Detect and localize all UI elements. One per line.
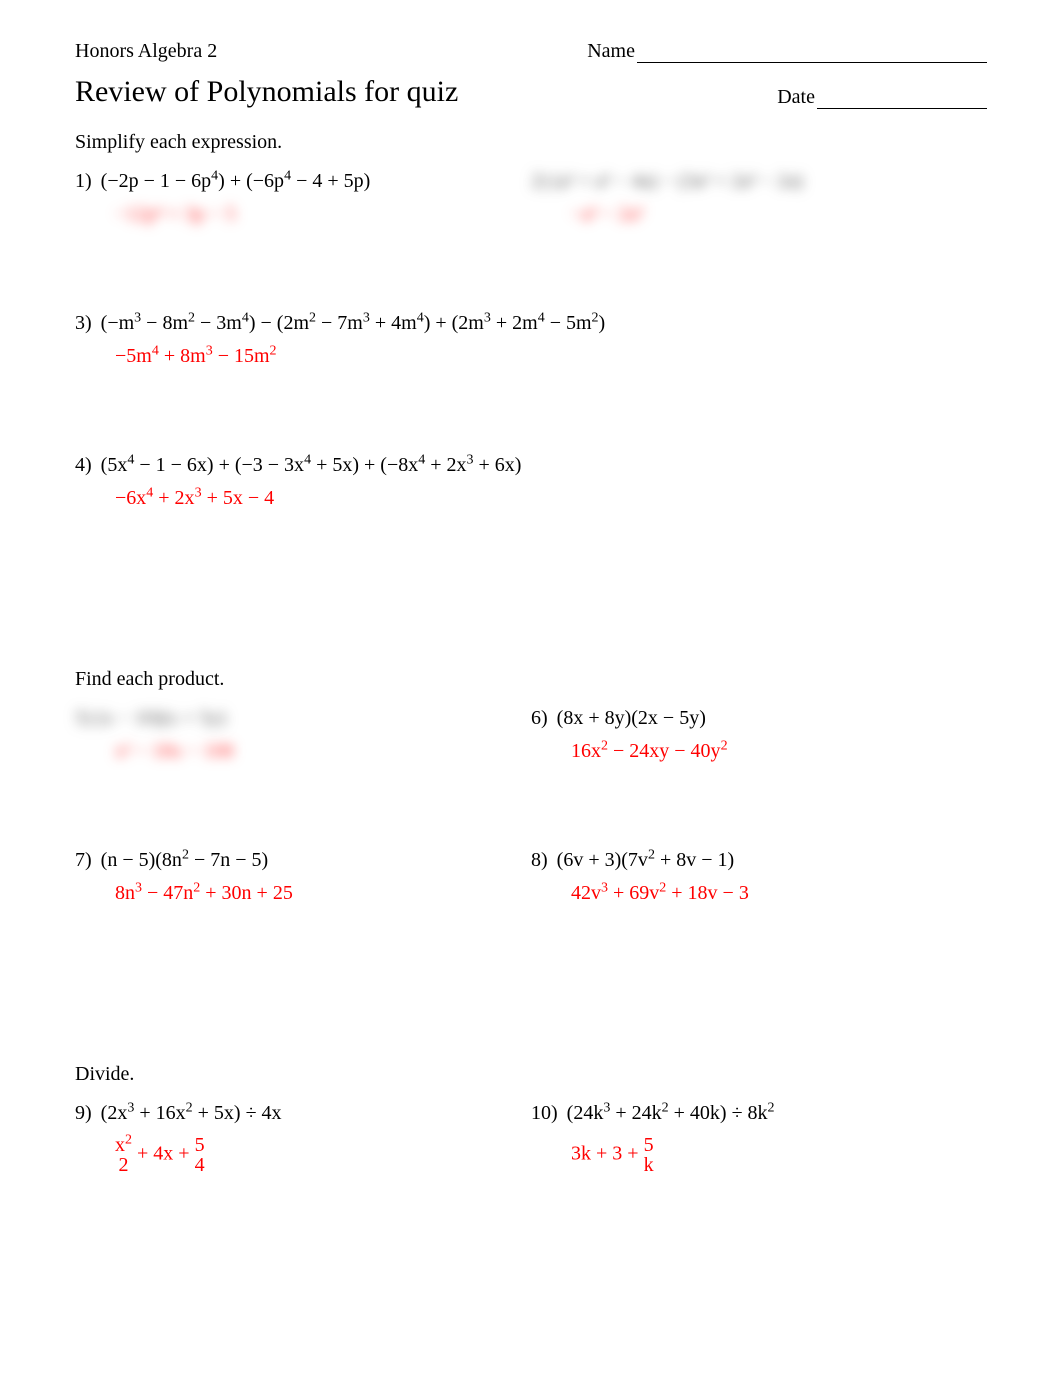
problem-expression: (−2p − 1 − 6p4) + (−6p4 − 4 + 5p): [101, 170, 371, 192]
header-row: Honors Algebra 2 Name: [75, 40, 987, 63]
problem-3: 3) (−m3 − 8m2 − 3m4) − (2m2 − 7m3 + 4m4)…: [75, 312, 987, 368]
problem-expression: (−m3 − 8m2 − 3m4) − (2m2 − 7m3 + 4m4) + …: [101, 312, 606, 334]
problem-answer: −6x4 + 2x3 + 5x − 4: [115, 487, 987, 510]
frac-denominator: 4: [195, 1155, 205, 1175]
problem-answer: x2 2 + 4x + 5 4: [115, 1135, 531, 1175]
problem-row-5-6: 5) (x − 10)(x + 5y) x² − 18x − 108 6) (8…: [75, 707, 987, 763]
problem-expression: (n − 5)(8n2 − 7n − 5): [101, 849, 268, 871]
date-field: Date: [777, 86, 987, 109]
frac-numerator: x2: [115, 1135, 132, 1155]
problem-number: 3): [75, 312, 92, 335]
problem-expression: (2x3 + 16x2 + 5x) ÷ 4x: [101, 1102, 282, 1124]
problem-number: 1): [75, 170, 92, 193]
problem-number: 9): [75, 1102, 92, 1125]
fraction: 5 k: [644, 1135, 654, 1175]
problem-5: 5) (x − 10)(x + 5y) x² − 18x − 108: [75, 707, 531, 763]
problem-answer: −a³ − 2a²: [571, 203, 987, 226]
problem-number: 8): [531, 849, 548, 872]
answer-mid: + 4x +: [137, 1143, 195, 1165]
frac-denominator: k: [644, 1155, 654, 1175]
problem-expression: (8x + 8y)(2x − 5y): [557, 707, 706, 729]
problem-10: 10) (24k3 + 24k2 + 40k) ÷ 8k2 3k + 3 + 5…: [531, 1102, 987, 1175]
name-underline: [637, 62, 987, 63]
problem-number: 10): [531, 1102, 558, 1125]
course-name: Honors Algebra 2: [75, 40, 217, 63]
problem-row-3: 3) (−m3 − 8m2 − 3m4) − (2m2 − 7m3 + 4m4)…: [75, 312, 987, 368]
problem-8: 8) (6v + 3)(7v2 + 8v − 1) 42v3 + 69v2 + …: [531, 849, 987, 905]
problem-9: 9) (2x3 + 16x2 + 5x) ÷ 4x x2 2 + 4x + 5 …: [75, 1102, 531, 1175]
problem-expression: (5x4 − 1 − 6x) + (−3 − 3x4 + 5x) + (−8x4…: [101, 454, 522, 476]
problem-1: 1) (−2p − 1 − 6p4) + (−6p4 − 4 + 5p) −12…: [75, 170, 531, 226]
frac-numerator: 5: [195, 1135, 205, 1155]
simplify-instruction: Simplify each expression.: [75, 131, 987, 154]
problem-number: 4): [75, 454, 92, 477]
problem-expression: (6v + 3)(7v2 + 8v − 1): [557, 849, 734, 871]
problem-4: 4) (5x4 − 1 − 6x) + (−3 − 3x4 + 5x) + (−…: [75, 454, 987, 510]
problem-row-1: 1) (−2p − 1 − 6p4) + (−6p4 − 4 + 5p) −12…: [75, 170, 987, 226]
frac-denominator: 2: [115, 1155, 132, 1175]
problem-answer: 42v3 + 69v2 + 18v − 3: [571, 882, 987, 905]
name-field: Name: [587, 40, 987, 63]
frac-numerator: 5: [644, 1135, 654, 1155]
product-instruction: Find each product.: [75, 668, 987, 691]
divide-instruction: Divide.: [75, 1063, 987, 1086]
answer-pre: 3k + 3 +: [571, 1143, 644, 1165]
page-title: Review of Polynomials for quiz: [75, 75, 458, 109]
date-underline: [817, 108, 987, 109]
fraction: x2 2: [115, 1135, 132, 1175]
problem-answer: 3k + 3 + 5 k: [571, 1135, 987, 1175]
problem-expression: 2) (a² + a³ − 4a) − (3a² + 2a³ − 2a): [531, 170, 803, 192]
problem-answer: x² − 18x − 108: [115, 740, 531, 763]
problem-6: 6) (8x + 8y)(2x − 5y) 16x2 − 24xy − 40y2: [531, 707, 987, 763]
problem-expression: (24k3 + 24k2 + 40k) ÷ 8k2: [567, 1102, 775, 1124]
name-label: Name: [587, 40, 635, 63]
fraction: 5 4: [195, 1135, 205, 1175]
title-row: Review of Polynomials for quiz Date: [75, 75, 987, 109]
problem-answer: −12p⁴ + 3p − 5: [115, 203, 531, 226]
problem-2: 2) (a² + a³ − 4a) − (3a² + 2a³ − 2a) −a³…: [531, 170, 987, 226]
problem-row-9-10: 9) (2x3 + 16x2 + 5x) ÷ 4x x2 2 + 4x + 5 …: [75, 1102, 987, 1175]
problem-row-4: 4) (5x4 − 1 − 6x) + (−3 − 3x4 + 5x) + (−…: [75, 454, 987, 510]
problem-number: 7): [75, 849, 92, 872]
problem-row-7-8: 7) (n − 5)(8n2 − 7n − 5) 8n3 − 47n2 + 30…: [75, 849, 987, 905]
problem-number: 6): [531, 707, 548, 730]
problem-answer: −5m4 + 8m3 − 15m2: [115, 345, 987, 368]
problem-7: 7) (n − 5)(8n2 − 7n − 5) 8n3 − 47n2 + 30…: [75, 849, 531, 905]
problem-answer: 8n3 − 47n2 + 30n + 25: [115, 882, 531, 905]
problem-answer: 16x2 − 24xy − 40y2: [571, 740, 987, 763]
date-label: Date: [777, 86, 815, 109]
problem-expression: 5) (x − 10)(x + 5y): [75, 707, 226, 729]
